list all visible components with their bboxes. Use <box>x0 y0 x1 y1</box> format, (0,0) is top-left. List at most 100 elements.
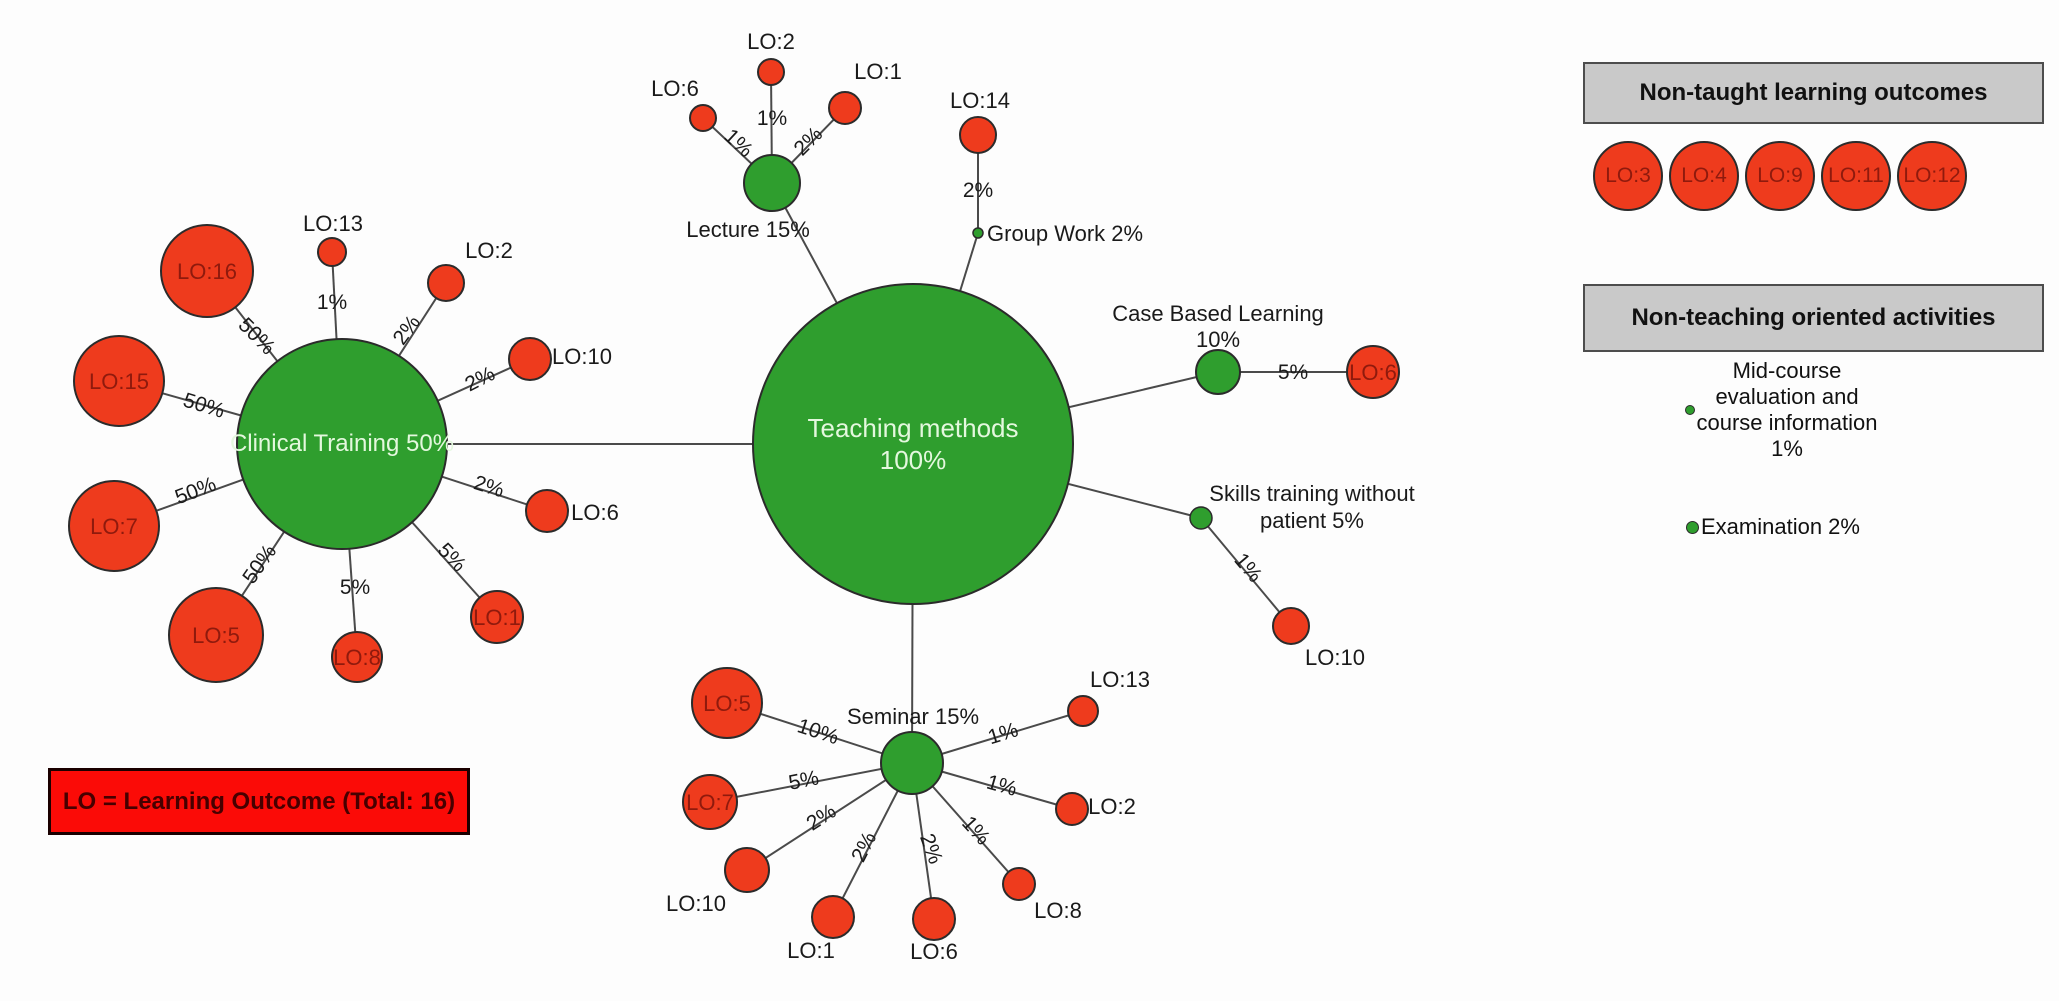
label-clinical-lo2: LO:2 <box>465 238 513 263</box>
node-lecture <box>743 154 801 212</box>
legend-node-lo9: LO:9 <box>1745 141 1815 211</box>
edge-skills-lo10 <box>1200 517 1292 627</box>
pct-groupwork-lo14: 2% <box>963 179 993 202</box>
mid-course-dot <box>1685 405 1695 415</box>
label-skills-lo10: LO:10 <box>1305 645 1365 670</box>
legend-node-lo3: LO:3 <box>1593 141 1663 211</box>
node-lecture-lo2 <box>757 58 785 86</box>
teaching-methods-label-line1: Teaching methods <box>807 413 1018 443</box>
edge-seminar-lo10 <box>746 762 913 871</box>
node-clinical-lo13 <box>317 237 347 267</box>
examination-item: Examination 2% <box>1686 514 1860 540</box>
pct-seminar-lo7: 5% <box>787 766 821 794</box>
label-clinical-lo1: LO:1 <box>473 605 521 630</box>
node-casebased-lo6 <box>1346 345 1400 399</box>
pct-casebased-lo6: 5% <box>1278 361 1308 384</box>
node-skills-training-dot <box>1189 506 1213 530</box>
mid-course-line4: 1% <box>1771 436 1803 461</box>
pct-clinical-lo13: 1% <box>317 291 347 314</box>
legend-node-lo11: LO:11 <box>1821 141 1891 211</box>
non-teaching-legend-title: Non-teaching oriented activities <box>1631 304 1996 331</box>
legend-node-lo3-label: LO:3 <box>1605 164 1651 187</box>
mid-course-line1: Mid-course <box>1732 358 1842 383</box>
node-clinical-lo15 <box>73 335 165 427</box>
node-group-work-dot <box>972 227 984 239</box>
pct-lecture-lo6: 1% <box>719 124 757 162</box>
learning-outcome-note-text: LO = Learning Outcome (Total: 16) <box>62 787 456 815</box>
legend-node-lo4: LO:4 <box>1669 141 1739 211</box>
pct-lecture-lo2: 1% <box>757 107 787 130</box>
pct-clinical-lo10: 2% <box>461 362 498 396</box>
label-lecture-lo6: LO:6 <box>651 76 699 101</box>
node-seminar-lo7 <box>682 774 738 830</box>
node-seminar-lo6 <box>912 897 956 941</box>
label-lecture-lo2: LO:2 <box>747 29 795 54</box>
mid-course-block: Mid-course evaluation and course informa… <box>1667 358 1907 462</box>
node-clinical-lo5 <box>168 587 264 683</box>
node-seminar-lo2 <box>1055 792 1089 826</box>
pct-clinical-lo2: 2% <box>389 311 425 349</box>
node-seminar-lo5 <box>691 667 763 739</box>
label-clinical-lo7: LO:7 <box>90 514 138 539</box>
seminar-label: Seminar 15% <box>847 704 979 729</box>
label-clinical-lo16: LO:16 <box>177 259 237 284</box>
lecture-label: Lecture 15% <box>686 217 810 242</box>
node-clinical-lo2 <box>427 264 465 302</box>
legend-node-lo4-label: LO:4 <box>1681 164 1727 187</box>
label-seminar-lo8: LO:8 <box>1034 898 1082 923</box>
mid-course-line3: course information <box>1696 410 1878 435</box>
pct-clinical-lo15: 50% <box>180 389 227 423</box>
pct-seminar-lo6: 2% <box>915 831 947 867</box>
node-teaching-methods <box>752 283 1074 605</box>
legend-node-lo9-label: LO:9 <box>1757 164 1803 187</box>
edge-seminar-lo7 <box>709 762 913 803</box>
node-seminar-lo1 <box>811 895 855 939</box>
pct-seminar-lo8: 1% <box>957 812 994 850</box>
node-seminar-lo8 <box>1002 867 1036 901</box>
pct-clinical-lo8: 5% <box>340 576 370 599</box>
label-casebased-lo6: LO:6 <box>1349 360 1397 385</box>
label-lecture-lo1: LO:1 <box>854 59 902 84</box>
pct-lecture-lo1: 2% <box>790 123 828 161</box>
label-clinical-lo5: LO:5 <box>192 623 240 648</box>
clinical-training-label: Clinical Training 50% <box>230 430 454 457</box>
label-clinical-lo8: LO:8 <box>333 645 381 670</box>
mid-course-line2: evaluation and <box>1715 384 1859 409</box>
node-clinical-lo7 <box>68 480 160 572</box>
legend-node-lo12-label: LO:12 <box>1903 164 1961 187</box>
legend-node-lo12: LO:12 <box>1897 141 1967 211</box>
node-groupwork-lo14 <box>959 116 997 154</box>
label-seminar-lo10: LO:10 <box>666 891 726 916</box>
non-taught-lo-row: LO:3 LO:4 LO:9 LO:11 LO:12 <box>1593 141 1967 211</box>
teaching-methods-label-line2: 100% <box>880 445 947 475</box>
label-seminar-lo2: LO:2 <box>1088 794 1136 819</box>
pct-clinical-lo16: 50% <box>234 313 280 359</box>
pct-clinical-lo7: 50% <box>172 473 219 510</box>
examination-label: Examination 2% <box>1701 514 1860 539</box>
pct-seminar-lo13: 1% <box>985 718 1021 749</box>
node-seminar-lo13 <box>1067 695 1099 727</box>
node-case-based-learning <box>1195 349 1241 395</box>
group-work-label: Group Work 2% <box>987 221 1143 246</box>
label-groupwork-lo14: LO:14 <box>950 88 1010 113</box>
pct-seminar-lo2: 1% <box>984 771 1020 801</box>
non-teaching-legend-header: Non-teaching oriented activities <box>1583 284 2044 352</box>
node-skills-lo10 <box>1272 607 1310 645</box>
pct-skills-lo10: 1% <box>1229 549 1266 587</box>
label-seminar-lo7: LO:7 <box>686 790 734 815</box>
label-seminar-lo5: LO:5 <box>703 691 751 716</box>
non-taught-legend-title: Non-taught learning outcomes <box>1639 79 1988 106</box>
node-lecture-lo6 <box>689 104 717 132</box>
pct-clinical-lo6: 2% <box>471 471 507 502</box>
node-seminar-lo10 <box>724 847 770 893</box>
non-taught-legend-header: Non-taught learning outcomes <box>1583 62 2044 124</box>
skills-label-line1: Skills training without <box>1209 481 1414 506</box>
label-seminar-lo6: LO:6 <box>910 939 958 964</box>
label-clinical-lo15: LO:15 <box>89 369 149 394</box>
node-clinical-lo8 <box>331 631 383 683</box>
label-clinical-lo13: LO:13 <box>303 211 363 236</box>
label-clinical-lo6: LO:6 <box>571 500 619 525</box>
pct-seminar-lo5: 10% <box>794 714 841 749</box>
